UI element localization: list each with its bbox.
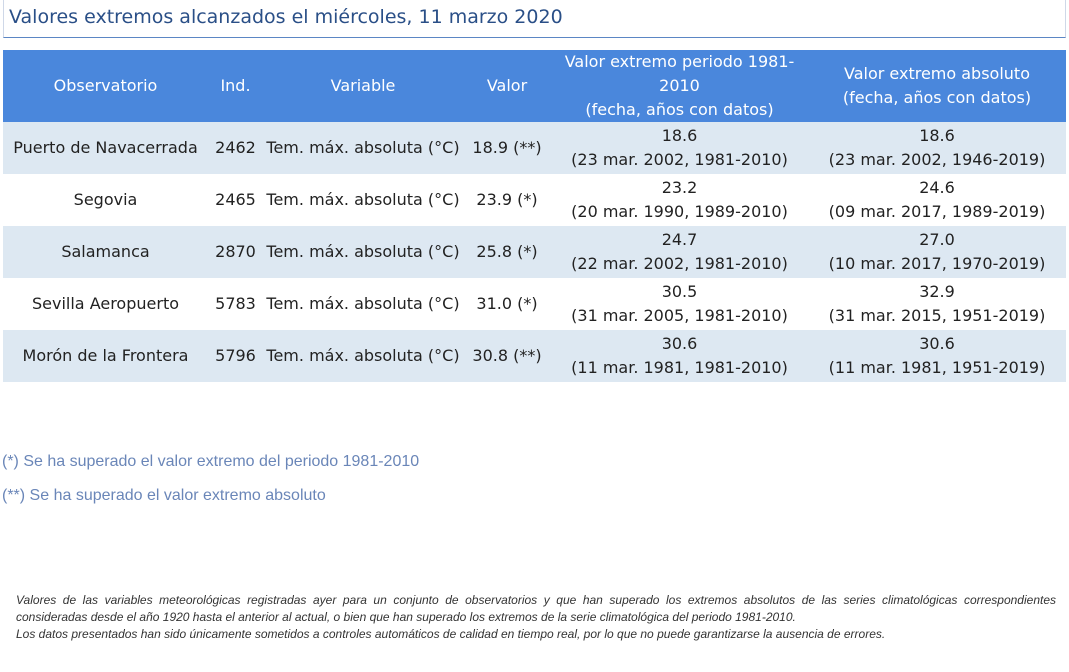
cell-ind: 2465 — [208, 174, 263, 226]
table-row: Salamanca 2870 Tem. máx. absoluta (°C) 2… — [3, 226, 1066, 278]
cell-valor: 18.9 (**) — [463, 122, 551, 174]
cell-observatorio: Salamanca — [3, 226, 208, 278]
header-absoluto-line1: Valor extremo absoluto — [844, 64, 1030, 83]
cell-ind: 2870 — [208, 226, 263, 278]
table-row: Sevilla Aeropuerto 5783 Tem. máx. absolu… — [3, 278, 1066, 330]
cell-absoluto: 27.0 (10 mar. 2017, 1970-2019) — [808, 226, 1066, 278]
cell-periodo: 24.7 (22 mar. 2002, 1981-2010) — [551, 226, 808, 278]
cell-observatorio: Puerto de Navacerrada — [3, 122, 208, 174]
footnote: Valores de las variables meteorológicas … — [16, 592, 1056, 643]
cell-periodo-detalle: (23 mar. 2002, 1981-2010) — [571, 150, 788, 169]
cell-absoluto-detalle: (11 mar. 1981, 1951-2019) — [828, 358, 1046, 377]
cell-valor: 25.8 (*) — [463, 226, 551, 278]
note-single-asterisk: (*) Se ha superado el valor extremo del … — [2, 453, 420, 470]
cell-periodo: 18.6 (23 mar. 2002, 1981-2010) — [551, 122, 808, 174]
header-observatorio: Observatorio — [3, 50, 208, 122]
title-bar: Valores extremos alcanzados el miércoles… — [3, 0, 1066, 38]
header-absoluto-line2: (fecha, años con datos) — [842, 88, 1032, 107]
cell-periodo-detalle: (22 mar. 2002, 1981-2010) — [571, 254, 788, 273]
header-periodo: Valor extremo periodo 1981-2010 (fecha, … — [551, 50, 808, 122]
cell-absoluto-valor: 30.6 — [919, 334, 955, 353]
cell-periodo-detalle: (11 mar. 1981, 1981-2010) — [571, 358, 788, 377]
cell-absoluto: 24.6 (09 mar. 2017, 1989-2019) — [808, 174, 1066, 226]
table-row: Puerto de Navacerrada 2462 Tem. máx. abs… — [3, 122, 1066, 174]
header-valor: Valor — [463, 50, 551, 122]
cell-absoluto-detalle: (10 mar. 2017, 1970-2019) — [828, 254, 1046, 273]
table-row: Morón de la Frontera 5796 Tem. máx. abso… — [3, 330, 1066, 382]
cell-ind: 5783 — [208, 278, 263, 330]
table-header-row: Observatorio Ind. Variable Valor Valor e… — [3, 50, 1066, 122]
cell-valor: 23.9 (*) — [463, 174, 551, 226]
cell-variable: Tem. máx. absoluta (°C) — [263, 174, 463, 226]
cell-observatorio: Sevilla Aeropuerto — [3, 278, 208, 330]
cell-absoluto: 32.9 (31 mar. 2015, 1951-2019) — [808, 278, 1066, 330]
cell-observatorio: Morón de la Frontera — [3, 330, 208, 382]
cell-absoluto-detalle: (09 mar. 2017, 1989-2019) — [828, 202, 1046, 221]
cell-absoluto: 18.6 (23 mar. 2002, 1946-2019) — [808, 122, 1066, 174]
cell-variable: Tem. máx. absoluta (°C) — [263, 122, 463, 174]
header-absoluto: Valor extremo absoluto (fecha, años con … — [808, 50, 1066, 122]
cell-variable: Tem. máx. absoluta (°C) — [263, 278, 463, 330]
cell-observatorio: Segovia — [3, 174, 208, 226]
cell-periodo: 30.5 (31 mar. 2005, 1981-2010) — [551, 278, 808, 330]
header-periodo-line2: (fecha, años con datos) — [585, 100, 774, 119]
cell-periodo-valor: 23.2 — [661, 178, 698, 197]
table-row: Segovia 2465 Tem. máx. absoluta (°C) 23.… — [3, 174, 1066, 226]
cell-periodo-valor: 24.7 — [661, 230, 698, 249]
cell-ind: 5796 — [208, 330, 263, 382]
page-title: Valores extremos alcanzados el miércoles… — [9, 6, 563, 28]
cell-absoluto-valor: 24.6 — [919, 178, 955, 197]
cell-periodo: 23.2 (20 mar. 1990, 1989-2010) — [551, 174, 808, 226]
cell-periodo-detalle: (31 mar. 2005, 1981-2010) — [571, 306, 788, 325]
cell-absoluto-valor: 32.9 — [919, 282, 955, 301]
cell-periodo: 30.6 (11 mar. 1981, 1981-2010) — [551, 330, 808, 382]
cell-variable: Tem. máx. absoluta (°C) — [263, 330, 463, 382]
cell-absoluto-detalle: (31 mar. 2015, 1951-2019) — [828, 306, 1046, 325]
footnote-line2: Los datos presentados han sido únicament… — [16, 627, 886, 641]
footnote-line1: Valores de las variables meteorológicas … — [16, 593, 1056, 624]
cell-absoluto-detalle: (23 mar. 2002, 1946-2019) — [828, 150, 1046, 169]
note-double-asterisk: (**) Se ha superado el valor extremo abs… — [2, 487, 326, 504]
cell-periodo-valor: 30.6 — [661, 334, 698, 353]
header-periodo-line1: Valor extremo periodo 1981-2010 — [564, 52, 795, 95]
cell-absoluto: 30.6 (11 mar. 1981, 1951-2019) — [808, 330, 1066, 382]
extremes-table: Observatorio Ind. Variable Valor Valor e… — [3, 50, 1066, 382]
cell-variable: Tem. máx. absoluta (°C) — [263, 226, 463, 278]
cell-valor: 31.0 (*) — [463, 278, 551, 330]
cell-periodo-valor: 18.6 — [661, 126, 698, 145]
cell-periodo-valor: 30.5 — [661, 282, 698, 301]
header-variable: Variable — [263, 50, 463, 122]
cell-absoluto-valor: 18.6 — [919, 126, 955, 145]
header-ind: Ind. — [208, 50, 263, 122]
cell-periodo-detalle: (20 mar. 1990, 1989-2010) — [571, 202, 788, 221]
cell-ind: 2462 — [208, 122, 263, 174]
cell-absoluto-valor: 27.0 — [919, 230, 955, 249]
cell-valor: 30.8 (**) — [463, 330, 551, 382]
